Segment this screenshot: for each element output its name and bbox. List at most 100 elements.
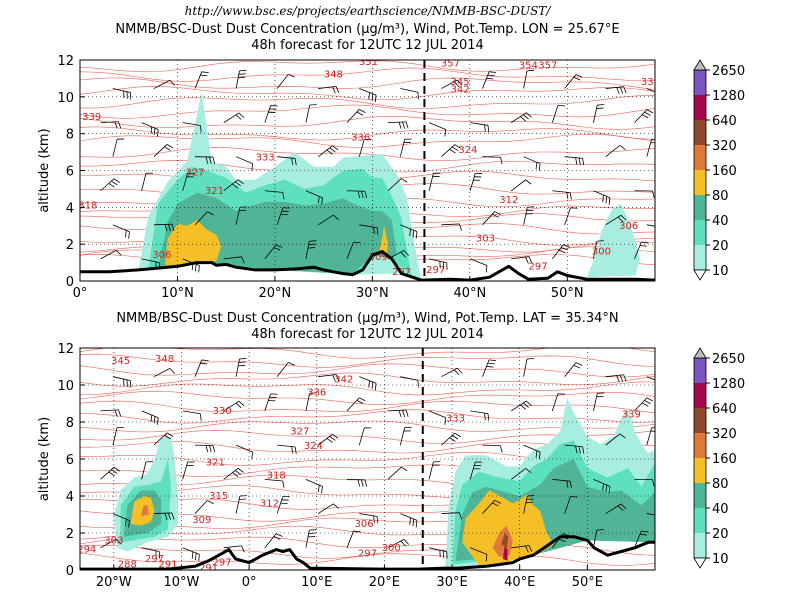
wind-barb-flag — [238, 361, 246, 363]
wind-barb-flag — [526, 400, 532, 406]
theta-label: 342 — [451, 84, 470, 95]
wind-barb — [346, 530, 354, 548]
theta-label: 357 — [441, 59, 460, 70]
wind-barb-flag — [492, 213, 499, 218]
wind-barb-flag — [485, 265, 488, 273]
wind-barb — [305, 190, 323, 199]
wind-barb-flag — [238, 400, 245, 407]
wind-barb — [482, 211, 495, 226]
wind-barb — [564, 362, 577, 377]
source-url: http://www.bsc.es/projects/earthscience/… — [184, 4, 551, 18]
y-tick-label: 6 — [66, 165, 74, 180]
wind-barb-flag — [235, 402, 242, 409]
wind-barb — [593, 478, 611, 487]
terrain-line — [80, 535, 655, 570]
wind-barb-flag — [125, 230, 127, 238]
wind-barb — [141, 410, 159, 419]
wind-barb-flag — [157, 129, 159, 137]
wind-barb-flag — [575, 157, 578, 165]
wind-barb-flag — [234, 470, 242, 475]
wind-barb-flag — [153, 416, 156, 424]
colorbar-segment — [694, 170, 706, 195]
theta-label: 315 — [209, 491, 228, 502]
wind-barb-flag — [326, 438, 333, 443]
wind-barb-flag — [308, 243, 316, 246]
colorbar-segment — [694, 383, 706, 408]
wind-barb — [470, 258, 488, 266]
wind-barb — [276, 74, 289, 89]
bottom-chart-subtitle: 48h forecast for 12UTC 12 JUL 2014 — [251, 327, 484, 342]
wind-barb — [235, 207, 241, 225]
wind-barb — [552, 244, 564, 260]
colorbar-tick-label: 640 — [712, 114, 737, 129]
wind-barb — [235, 156, 253, 165]
wind-barb-flag — [582, 446, 585, 454]
wind-barb — [399, 139, 406, 157]
wind-barb — [605, 145, 621, 158]
wind-barb-flag — [488, 71, 497, 73]
wind-barb-flag — [234, 181, 242, 187]
theta-contour — [80, 67, 655, 82]
wind-barb — [605, 433, 621, 446]
wind-barb-flag — [398, 410, 402, 418]
wind-barb-flag — [646, 397, 654, 402]
wind-barb-flag — [291, 158, 294, 166]
colorbar-segment — [694, 358, 706, 383]
wind-barb-flag — [558, 249, 566, 254]
y-tick-label: 8 — [66, 416, 74, 431]
theta-label: 333 — [256, 153, 275, 164]
wind-barb — [552, 478, 571, 482]
wind-barb-flag — [329, 147, 336, 153]
wind-barb — [441, 223, 460, 226]
wind-barb-flag — [661, 516, 662, 523]
theta-label: 336 — [351, 132, 370, 143]
wind-barb — [511, 112, 527, 123]
wind-barb — [112, 427, 118, 446]
wind-barb — [264, 190, 283, 193]
wind-barb — [317, 503, 334, 514]
wind-barb-flag — [333, 214, 339, 220]
wind-barb-flag — [575, 74, 583, 78]
wind-barb — [235, 495, 241, 514]
wind-barb — [593, 104, 598, 123]
colorbar-tick-label: 20 — [712, 239, 729, 254]
y-tick-label: 12 — [57, 342, 74, 357]
wind-barb-flag — [125, 519, 127, 527]
wind-barb-flag — [237, 179, 244, 185]
theta-label: 297 — [145, 554, 164, 565]
wind-barb — [428, 122, 446, 130]
wind-barb — [141, 258, 160, 263]
wind-barb-flag — [412, 519, 415, 527]
colorbar-tick-label: 40 — [712, 214, 729, 229]
y-tick-label: 0 — [66, 275, 74, 290]
wind-barb — [469, 173, 476, 191]
wind-barb-flag — [111, 469, 118, 474]
wind-barb — [223, 467, 239, 480]
wind-barb-flag — [526, 358, 535, 360]
wind-barb-flag — [294, 158, 297, 166]
theta-label: 345 — [111, 356, 130, 367]
wind-barb-flag — [353, 530, 361, 533]
wind-barb-flag — [523, 114, 529, 120]
wind-barb-flag — [453, 81, 460, 88]
wind-barb-flag — [520, 116, 526, 122]
theta-label: 291 — [158, 559, 177, 570]
wind-barb — [264, 533, 277, 549]
wind-barb-flag — [171, 512, 175, 520]
wind-barb — [400, 88, 419, 93]
wind-barb — [592, 530, 598, 548]
wind-barb-flag — [605, 196, 608, 204]
colorbar-tick-label: 80 — [712, 189, 729, 204]
wind-barb-flag — [619, 86, 624, 94]
wind-barb — [428, 461, 434, 480]
top-chart-subtitle: 48h forecast for 12UTC 12 JUL 2014 — [251, 38, 484, 53]
wind-barb-flag — [602, 194, 604, 203]
theta-label: 351 — [359, 57, 378, 68]
wind-barb-flag — [641, 530, 649, 533]
top-chart-title: NMMB/BSC-Dust Dust Concentration (µg/m³)… — [115, 22, 620, 37]
wind-barb-flag — [238, 73, 246, 75]
wind-barb-flag — [332, 86, 336, 94]
theta-label: 324 — [304, 441, 323, 452]
wind-barb — [153, 223, 172, 226]
